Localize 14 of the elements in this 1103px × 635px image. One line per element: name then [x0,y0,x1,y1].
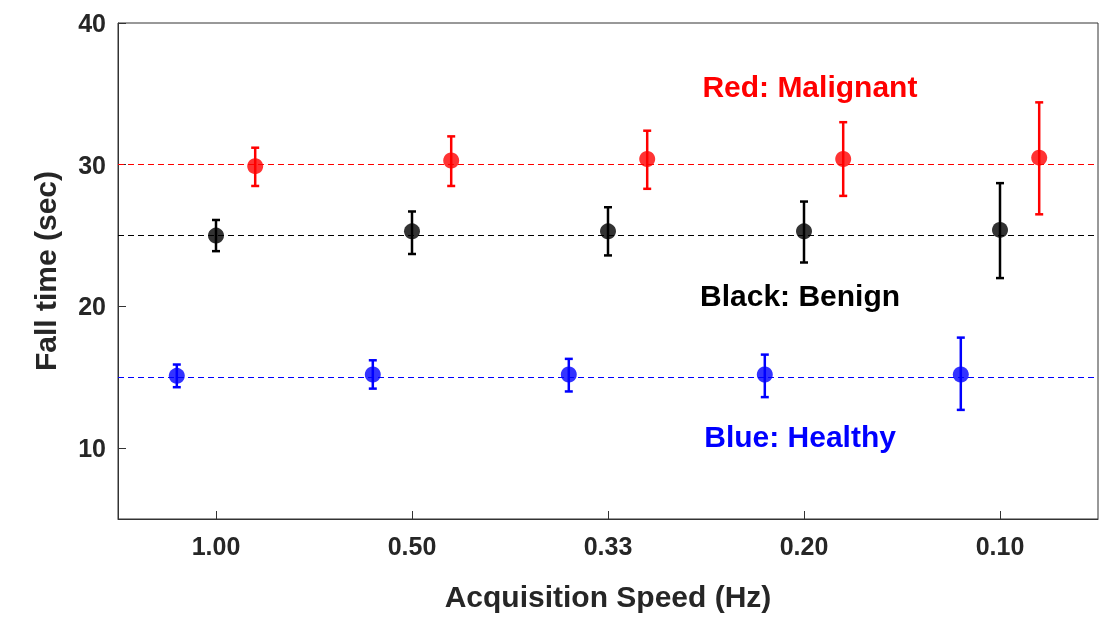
text: Blue: Healthy [704,420,897,454]
series-label: Black: Benign [700,278,901,312]
x-tick-label: 1.00 [191,531,241,560]
y-tick-label: 10 [78,434,106,463]
y-tick-label: 30 [78,150,106,179]
y-axis-title: Fall time (sec) [28,170,62,372]
y-tick-label: 40 [78,9,106,37]
x-tick-label: 0.10 [975,531,1025,560]
x-tick-label: 0.50 [387,531,437,560]
text: Red: Malignant [702,70,918,104]
x-tick-label: 0.20 [779,531,829,560]
x-tick-label: 0.33 [583,531,633,560]
x-axis-title: Acquisition Speed (Hz) [444,579,772,613]
y-tick-label: 20 [78,292,106,321]
